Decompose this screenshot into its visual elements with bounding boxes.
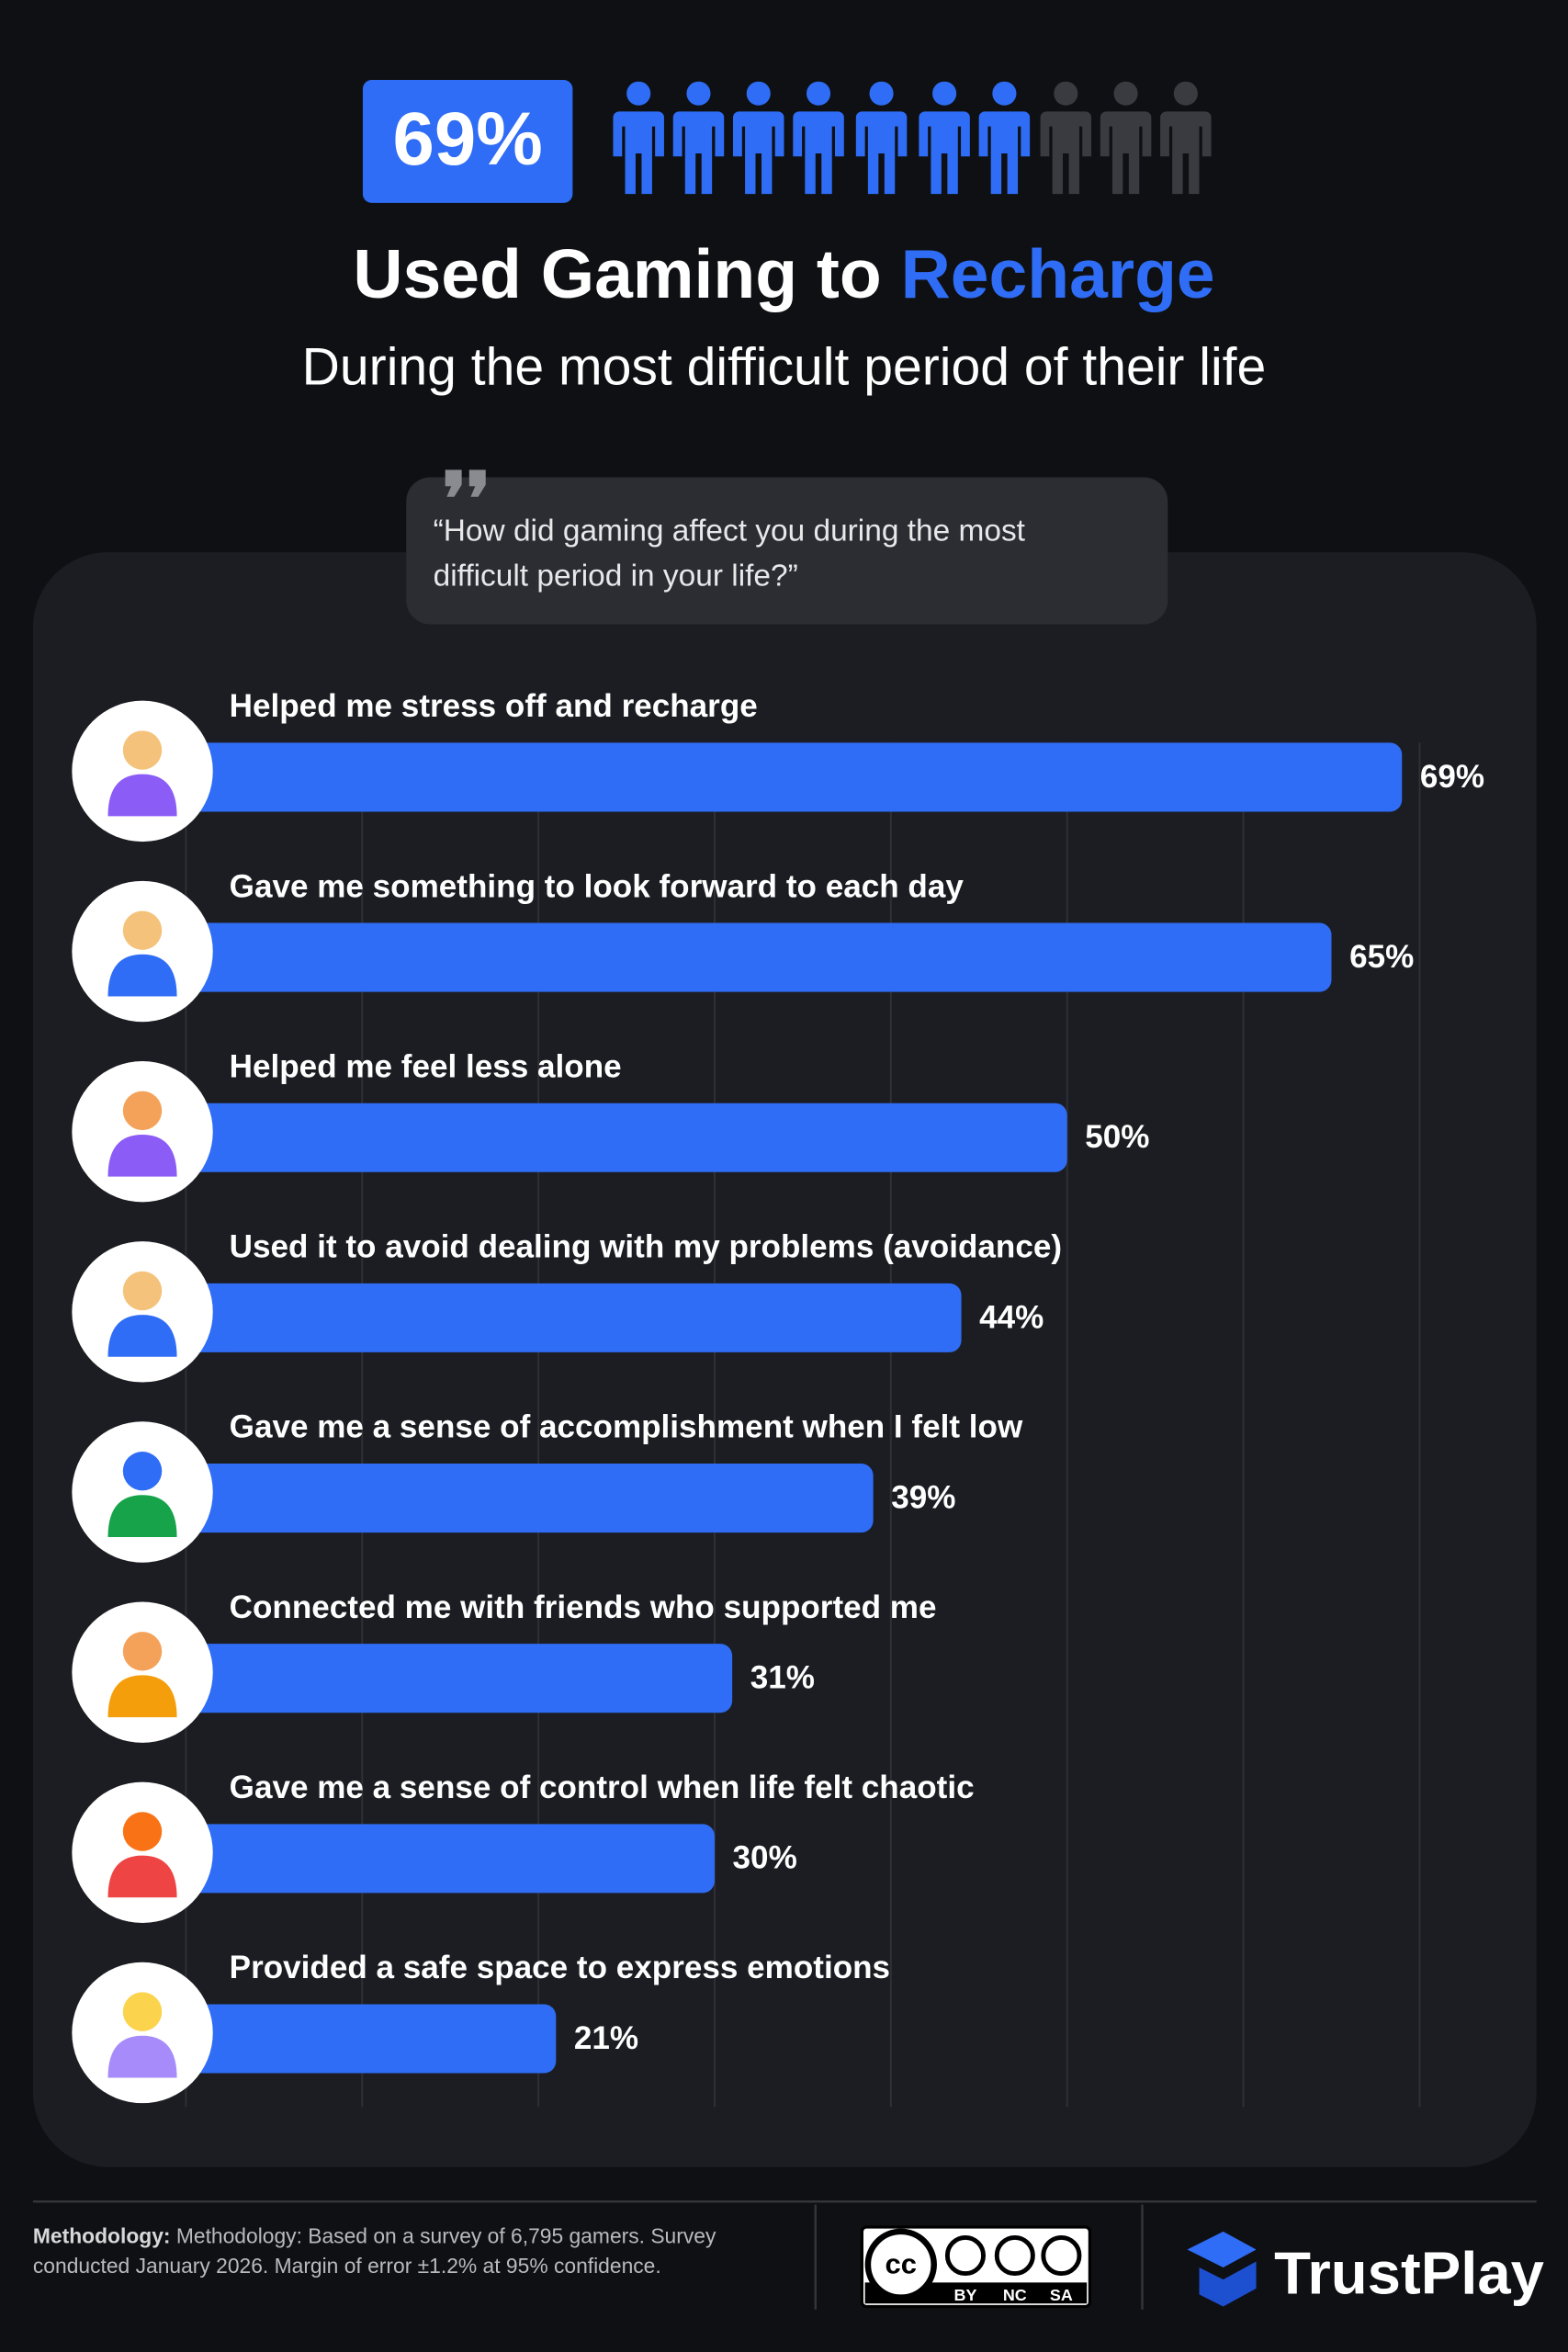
license-badge: cc BY NC SA xyxy=(860,2225,1092,2309)
category-label: Gave me a sense of control when life fel… xyxy=(230,1770,975,1805)
brand-name: TrustPlay xyxy=(1274,2240,1544,2307)
value-label: 69% xyxy=(1420,759,1484,795)
question-line: difficult period in your life?” xyxy=(434,560,798,594)
icon-head xyxy=(122,1992,163,2031)
icon-head xyxy=(122,1271,163,1311)
value-label: 21% xyxy=(574,2020,638,2056)
nc-icon xyxy=(994,2234,1035,2277)
bars: Helped me stress off and recharge 69% Gave… xyxy=(72,688,1484,2104)
bar xyxy=(171,1824,715,1894)
methodology-text: conducted January 2026. Margin of error … xyxy=(33,2254,661,2278)
by-icon xyxy=(944,2234,986,2277)
question-line: “How did gaming affect you during the mo… xyxy=(434,514,1026,548)
icon-body xyxy=(107,1315,177,1357)
subtitle: During the most difficult period of thei… xyxy=(302,338,1267,397)
row-icon xyxy=(72,1060,213,1203)
category-label: Gave me something to look forward to eac… xyxy=(230,868,964,904)
category-label: Helped me feel less alone xyxy=(230,1048,622,1084)
category-label: Connected me with friends who supported … xyxy=(230,1589,937,1625)
row-icon xyxy=(72,1781,213,1924)
icon-body xyxy=(107,2035,177,2078)
brand-logo xyxy=(1187,2231,1257,2268)
bar xyxy=(171,1644,733,1713)
icon-circle xyxy=(72,1060,213,1203)
cc-icon xyxy=(864,2228,937,2301)
badge-text: 69% xyxy=(393,97,543,181)
title-highlight: Recharge xyxy=(901,235,1215,312)
row-icon xyxy=(72,880,213,1023)
row-icon xyxy=(72,1421,213,1563)
row-icon xyxy=(72,1241,213,1383)
value-label: 39% xyxy=(891,1479,955,1515)
category-label: Helped me stress off and recharge xyxy=(230,688,758,724)
icon-body xyxy=(107,1675,177,1718)
bar xyxy=(171,742,1403,812)
quote-mark xyxy=(445,469,486,497)
icon-body xyxy=(107,1855,177,1898)
category-label: Provided a safe space to express emotion… xyxy=(230,1950,890,1985)
icon-circle xyxy=(72,1781,213,1924)
license-term: BY xyxy=(954,2286,977,2304)
sa-icon xyxy=(1041,2234,1082,2277)
icon-circle xyxy=(72,1421,213,1563)
license-term: NC xyxy=(1003,2286,1027,2304)
icon-head xyxy=(122,910,163,950)
icon-head xyxy=(122,730,163,770)
icon-body xyxy=(107,774,177,817)
icon-head xyxy=(122,1812,163,1851)
license-term: SA xyxy=(1050,2286,1073,2304)
category-label: Used it to avoid dealing with my problem… xyxy=(230,1229,1062,1265)
bar xyxy=(171,2004,557,2074)
icon-circle xyxy=(72,1962,213,2104)
icon-body xyxy=(107,1134,177,1177)
brand-logo xyxy=(1199,2261,1257,2307)
icon-head xyxy=(122,1091,163,1131)
icon-circle xyxy=(72,1241,213,1383)
bar xyxy=(171,922,1332,992)
methodology-text: Methodology: Based on a survey of 6,795 … xyxy=(176,2223,716,2247)
value-label: 31% xyxy=(750,1660,815,1696)
value-label: 44% xyxy=(979,1299,1043,1335)
icon-circle xyxy=(72,700,213,842)
value-label: 50% xyxy=(1085,1119,1149,1155)
icon-circle xyxy=(72,1601,213,1743)
bar xyxy=(171,1102,1067,1172)
cc-mark: cc xyxy=(886,2248,917,2280)
bar xyxy=(171,1283,962,1352)
badge xyxy=(362,80,573,203)
icon-circle xyxy=(72,880,213,1023)
value-label: 30% xyxy=(733,1840,797,1876)
row-icon xyxy=(72,1601,213,1743)
icon-body xyxy=(107,954,177,997)
category-label: Gave me a sense of accomplishment when I… xyxy=(230,1409,1023,1445)
icon-body xyxy=(107,1495,177,1537)
icon-head xyxy=(122,1632,163,1671)
row-icon xyxy=(72,1962,213,2104)
question-box xyxy=(406,477,1168,625)
bar xyxy=(171,1464,874,1533)
row-icon xyxy=(72,700,213,842)
methodology: Methodology: Methodology: Based on a sur… xyxy=(33,2223,716,2247)
methodology-label: Methodology: xyxy=(33,2223,171,2247)
value-label: 65% xyxy=(1349,939,1414,975)
title-text: Used Gaming to xyxy=(353,235,881,312)
title: Used Gaming to Recharge xyxy=(353,235,1214,312)
icon-head xyxy=(122,1451,163,1491)
